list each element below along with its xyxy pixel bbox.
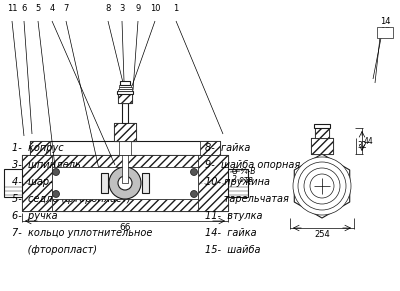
Circle shape — [118, 176, 132, 190]
Bar — [200, 141, 220, 155]
Text: 15-  шайба: 15- шайба — [205, 245, 260, 255]
Bar — [52, 155, 198, 167]
Bar — [377, 27, 393, 38]
Text: 10: 10 — [150, 4, 160, 13]
Bar — [315, 128, 329, 138]
Bar — [52, 199, 198, 211]
Circle shape — [109, 167, 141, 199]
Text: 2 отв: 2 отв — [232, 175, 253, 184]
Bar — [122, 155, 128, 183]
Bar — [22, 155, 228, 211]
Bar — [315, 128, 329, 138]
Polygon shape — [294, 154, 350, 218]
Text: 7: 7 — [63, 4, 69, 13]
Bar — [311, 138, 333, 154]
Text: 66: 66 — [119, 223, 131, 232]
Text: (фторопласт): (фторопласт) — [12, 245, 97, 255]
Text: 254: 254 — [314, 230, 330, 239]
Text: 5-  седло (фторопласт): 5- седло (фторопласт) — [12, 194, 131, 204]
Circle shape — [304, 168, 340, 204]
Circle shape — [190, 168, 198, 175]
Text: 14-  гайка: 14- гайка — [205, 228, 257, 238]
Text: 1: 1 — [173, 4, 179, 13]
Bar — [22, 155, 52, 211]
Text: 8-  гайка: 8- гайка — [205, 143, 250, 153]
Bar — [118, 89, 132, 91]
Circle shape — [298, 162, 346, 210]
Text: 10- пружина: 10- пружина — [205, 177, 270, 187]
Circle shape — [190, 191, 198, 198]
Text: 5: 5 — [35, 4, 41, 13]
Bar — [30, 141, 50, 155]
Text: 3: 3 — [119, 4, 125, 13]
Bar — [114, 123, 136, 141]
Bar — [4, 169, 22, 197]
Bar — [114, 123, 136, 141]
Bar — [30, 141, 220, 155]
Bar — [228, 169, 248, 197]
Text: 3-  шпиндель: 3- шпиндель — [12, 160, 81, 170]
Text: 6: 6 — [21, 4, 27, 13]
Text: 7-  кольцо уплотнительное: 7- кольцо уплотнительное — [12, 228, 152, 238]
Text: 44: 44 — [364, 136, 374, 146]
Text: 14: 14 — [380, 17, 390, 26]
Text: 9: 9 — [135, 4, 141, 13]
Bar — [311, 138, 333, 154]
Bar — [314, 124, 330, 128]
Text: 6-  ручка: 6- ручка — [12, 211, 58, 221]
Bar — [119, 85, 131, 87]
Text: 32: 32 — [357, 141, 367, 150]
Text: 9-  шайба опорная: 9- шайба опорная — [205, 160, 300, 170]
Bar — [142, 173, 149, 193]
Text: 11: 11 — [7, 4, 17, 13]
Bar — [117, 91, 133, 94]
Bar — [52, 167, 198, 199]
Circle shape — [52, 191, 60, 198]
Text: G ¹⁄₄-B: G ¹⁄₄-B — [232, 166, 256, 175]
Bar — [118, 94, 132, 103]
Text: 4-  шар-пробка: 4- шар-пробка — [12, 177, 89, 187]
Bar — [120, 81, 130, 85]
Text: 1-  копрус: 1- копрус — [12, 143, 64, 153]
Bar — [198, 155, 228, 211]
Bar — [119, 141, 131, 155]
Bar — [118, 94, 132, 103]
Circle shape — [293, 157, 351, 215]
Bar — [122, 103, 128, 123]
Bar — [118, 87, 132, 89]
Circle shape — [52, 168, 60, 175]
Text: 11-  втулка: 11- втулка — [205, 211, 262, 221]
Text: 8: 8 — [105, 4, 111, 13]
Text: 15: 15 — [380, 27, 390, 36]
Bar — [101, 173, 108, 193]
Circle shape — [310, 174, 334, 198]
Text: тарельчатая: тарельчатая — [205, 194, 289, 204]
Text: 4: 4 — [49, 4, 55, 13]
